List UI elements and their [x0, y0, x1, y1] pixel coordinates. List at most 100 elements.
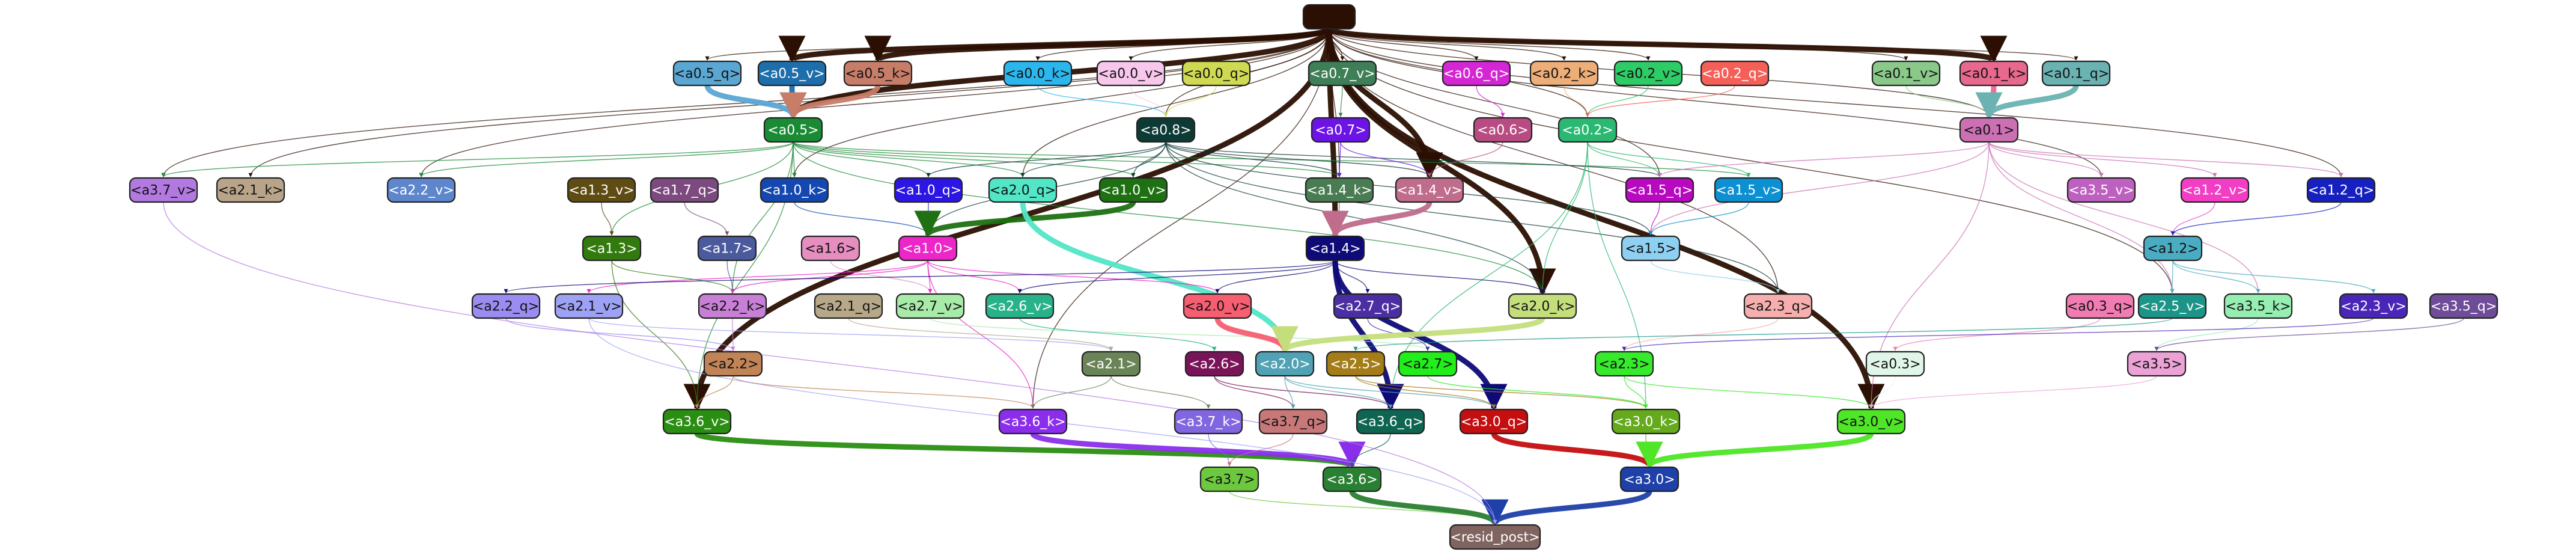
- node-a2-0-v[interactable]: <a2.0_v>: [1183, 293, 1252, 319]
- node-a2-2-q[interactable]: <a2.2_q>: [471, 293, 541, 319]
- node-a0-2-q[interactable]: <a0.2_q>: [1700, 60, 1770, 87]
- node-a1-7[interactable]: <a1.7>: [697, 235, 757, 262]
- node-a2-3-v[interactable]: <a2.3_v>: [2339, 293, 2408, 319]
- node-a0-2-v[interactable]: <a0.2_v>: [1613, 60, 1683, 87]
- edge-a0-5-to-a2-0_q: [793, 141, 1025, 177]
- node-a1-4-v[interactable]: <a1.4_v>: [1395, 177, 1464, 203]
- node-a0-5-q[interactable]: <a0.5_q>: [672, 60, 742, 87]
- node-a3-0[interactable]: <a3.0>: [1619, 466, 1679, 492]
- edge-root-to-a0-1_q: [1329, 28, 2078, 61]
- edge-a3-6_q-to-a3-6: [1350, 433, 1391, 467]
- node-a0-1-v[interactable]: <a0.1_v>: [1871, 60, 1941, 87]
- edge-a0-3-to-a3-0_v: [1869, 375, 1896, 409]
- node-a0-0-v[interactable]: <a0.0_v>: [1096, 60, 1166, 87]
- node-a0-1-q[interactable]: <a0.1_q>: [2041, 60, 2111, 87]
- node-a2-7[interactable]: <a2.7>: [1398, 351, 1458, 377]
- node-a0-0-q[interactable]: <a0.0_q>: [1181, 60, 1251, 87]
- node-a3-6-q[interactable]: <a3.6_q>: [1356, 408, 1425, 435]
- node-label: <a2.2_v>: [388, 183, 454, 198]
- node-a3-0-k[interactable]: <a3.0_k>: [1611, 408, 1681, 435]
- edge-a0-8-to-a1-5_q: [1165, 141, 1662, 177]
- node-a0-5-k[interactable]: <a0.5_k>: [843, 60, 913, 87]
- node-a2-3[interactable]: <a2.3>: [1594, 351, 1654, 377]
- node-a0-0-k[interactable]: <a0.0_k>: [1003, 60, 1073, 87]
- node-a1-5[interactable]: <a1.5>: [1621, 235, 1681, 262]
- edge-a3-5-to-a3-0_v: [1869, 375, 2157, 409]
- node-a0-1-k[interactable]: <a0.1_k>: [1959, 60, 2029, 87]
- node-a1-2[interactable]: <a1.2>: [2143, 235, 2203, 262]
- node-box: [1183, 293, 1252, 319]
- node-a3-6-v[interactable]: <a3.6_v>: [662, 408, 732, 435]
- node-a1-6[interactable]: <a1.6>: [800, 235, 860, 262]
- node-a1-3[interactable]: <a1.3>: [582, 235, 642, 262]
- node-a3-5-q[interactable]: <a3.5_q>: [2429, 293, 2498, 319]
- node-a3-5-v[interactable]: <a3.5_v>: [2066, 177, 2136, 203]
- node-a2-2-v[interactable]: <a2.2_v>: [386, 177, 456, 203]
- node-label: <a1.7>: [701, 242, 752, 257]
- node-a1-0-q[interactable]: <a1.0_q>: [894, 177, 963, 203]
- node-a2-1-k[interactable]: <a2.1_k>: [216, 177, 285, 203]
- node-a2-3-q[interactable]: <a2.3_q>: [1743, 293, 1813, 319]
- node-a1-2-v[interactable]: <a1.2_v>: [2180, 177, 2250, 203]
- node-a0-5[interactable]: <a0.5>: [763, 117, 823, 143]
- node-a0-3-q[interactable]: <a0.3_q>: [2065, 293, 2135, 319]
- node-a1-0-k[interactable]: <a1.0_k>: [760, 177, 829, 203]
- node-a2-0-k[interactable]: <a2.0_k>: [1508, 293, 1577, 319]
- node-box: [1529, 60, 1599, 87]
- node-a0-7-v[interactable]: <a0.7_v>: [1308, 60, 1377, 87]
- node-root[interactable]: [1302, 4, 1356, 30]
- node-a3-0-q[interactable]: <a3.0_q>: [1459, 408, 1529, 435]
- node-a0-2-k[interactable]: <a0.2_k>: [1529, 60, 1599, 87]
- node-a1-0[interactable]: <a1.0>: [898, 235, 958, 262]
- node-a0-8[interactable]: <a0.8>: [1136, 117, 1196, 143]
- node-a0-6[interactable]: <a0.6>: [1473, 117, 1533, 143]
- node-box: [1308, 60, 1377, 87]
- edge-a1-4-to-a2-2_q: [504, 260, 1336, 293]
- node-a3-7-q[interactable]: <a3.7_q>: [1258, 408, 1328, 435]
- node-a3-7-k[interactable]: <a3.7_k>: [1174, 408, 1243, 435]
- node-a3-5[interactable]: <a3.5>: [2127, 351, 2187, 377]
- node-a0-3[interactable]: <a0.3>: [1865, 351, 1925, 377]
- edge-a0-1_q-to-a0-1: [1975, 84, 2079, 120]
- node-a1-4[interactable]: <a1.4>: [1305, 235, 1365, 262]
- node-a1-5-q[interactable]: <a1.5_q>: [1625, 177, 1694, 203]
- node-resid-post[interactable]: <resid_post>: [1449, 524, 1541, 550]
- node-a3-6-k[interactable]: <a3.6_k>: [998, 408, 1068, 435]
- edge-a0-0_v-to-a0-8: [1130, 85, 1168, 117]
- node-a2-1[interactable]: <a2.1>: [1081, 351, 1141, 377]
- node-a3-5-k[interactable]: <a3.5_k>: [2223, 293, 2293, 319]
- node-label: <a3.7>: [1204, 473, 1255, 488]
- node-a0-2[interactable]: <a0.2>: [1557, 117, 1618, 143]
- node-a0-7[interactable]: <a0.7>: [1311, 117, 1371, 143]
- node-box: [1174, 408, 1243, 435]
- node-a1-7-q[interactable]: <a1.7_q>: [650, 177, 719, 203]
- node-a2-5[interactable]: <a2.5>: [1326, 351, 1386, 377]
- node-a2-1-q[interactable]: <a2.1_q>: [814, 293, 883, 319]
- node-a1-5-v[interactable]: <a1.5_v>: [1714, 177, 1783, 203]
- node-a0-1[interactable]: <a0.1>: [1959, 117, 2019, 143]
- node-a1-2-q[interactable]: <a1.2_q>: [2306, 177, 2376, 203]
- node-a2-0-q[interactable]: <a2.0_q>: [988, 177, 1058, 203]
- node-a0-5-v[interactable]: <a0.5_v>: [757, 60, 827, 87]
- edge-a0-1-to-a1-2_q: [1988, 141, 2343, 177]
- node-a2-6[interactable]: <a2.6>: [1184, 351, 1244, 377]
- node-a2-2-k[interactable]: <a2.2_k>: [698, 293, 767, 319]
- node-a2-7-v[interactable]: <a2.7_v>: [895, 293, 965, 319]
- node-a2-7-q[interactable]: <a2.7_q>: [1333, 293, 1402, 319]
- node-a1-0-v[interactable]: <a1.0_v>: [1098, 177, 1168, 203]
- node-a2-6-v[interactable]: <a2.6_v>: [985, 293, 1055, 319]
- node-a1-3-v[interactable]: <a1.3_v>: [567, 177, 636, 203]
- node-box: [814, 293, 883, 319]
- node-a3-0-v[interactable]: <a3.0_v>: [1836, 408, 1906, 435]
- node-label: <a2.0_k>: [1509, 299, 1575, 314]
- node-a3-7[interactable]: <a3.7>: [1199, 466, 1259, 492]
- node-a0-6-q[interactable]: <a0.6_q>: [1442, 60, 1511, 87]
- node-a1-4-k[interactable]: <a1.4_k>: [1305, 177, 1374, 203]
- node-a3-6[interactable]: <a3.6>: [1322, 466, 1382, 492]
- node-a2-2[interactable]: <a2.2>: [703, 351, 763, 377]
- node-label: <a2.1_v>: [556, 299, 621, 314]
- node-a2-0[interactable]: <a2.0>: [1255, 351, 1315, 377]
- node-a2-5-v[interactable]: <a2.5_v>: [2137, 293, 2207, 319]
- node-a3-7-v[interactable]: <a3.7_v>: [129, 177, 198, 203]
- node-a2-1-v[interactable]: <a2.1_v>: [554, 293, 624, 319]
